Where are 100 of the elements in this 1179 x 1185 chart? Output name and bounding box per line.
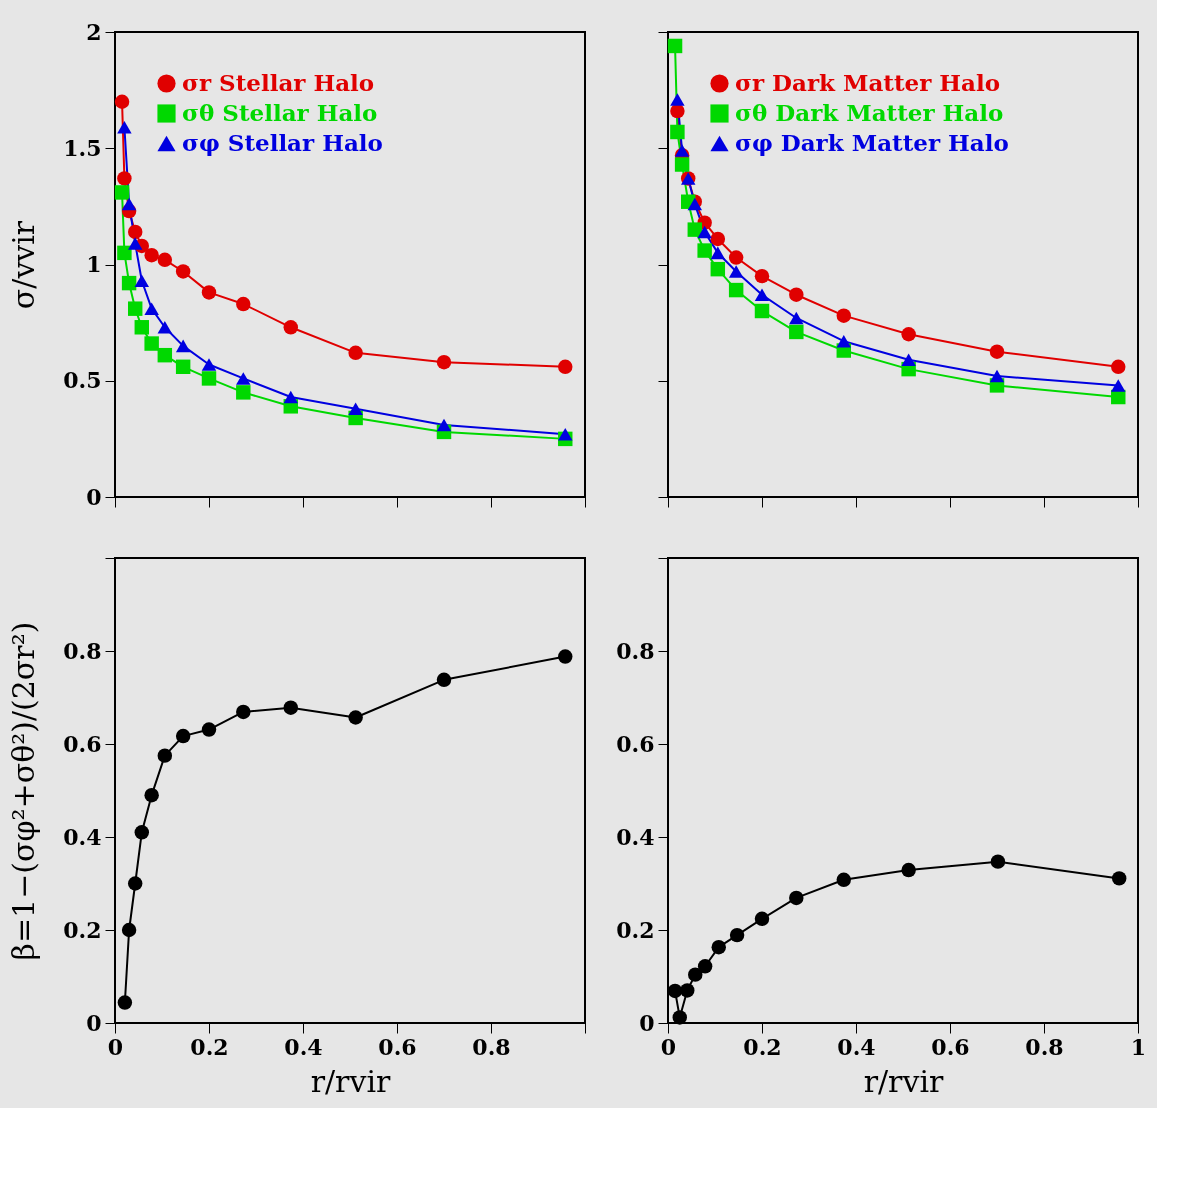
legend-label: σφ Stellar Halo — [182, 128, 383, 156]
point — [558, 649, 573, 664]
legend-label: σθ Dark Matter Halo — [735, 98, 1004, 126]
point — [157, 252, 173, 268]
point — [1111, 359, 1126, 375]
y-tick-label: 1.5 — [63, 134, 102, 161]
point — [201, 722, 217, 737]
point — [348, 402, 363, 415]
y-axis-title: β=1−(σφ²+σθ²)/(2σr²) — [5, 621, 41, 961]
point — [117, 995, 133, 1010]
y-tick-label: 0.6 — [63, 730, 102, 757]
point — [990, 854, 1006, 869]
y-tick-label: 0.6 — [616, 730, 655, 757]
point — [674, 157, 690, 172]
point — [672, 1010, 687, 1025]
point — [114, 185, 130, 200]
legend-label: σθ Stellar Halo — [182, 98, 378, 126]
point — [901, 353, 916, 367]
point — [117, 171, 132, 186]
point — [144, 336, 159, 351]
point — [901, 327, 916, 342]
point — [697, 225, 712, 239]
point — [201, 358, 217, 371]
x-axis-title: r/rvir — [863, 1063, 944, 1099]
point — [728, 265, 744, 278]
point — [144, 787, 159, 803]
point — [201, 371, 217, 386]
point — [728, 282, 744, 298]
point — [127, 301, 143, 316]
x-tick-label: 0.6 — [931, 1033, 970, 1060]
point — [789, 890, 804, 906]
y-tick-label: 0 — [86, 483, 102, 510]
x-axis-title: r/rvir — [310, 1063, 391, 1099]
point — [175, 264, 191, 279]
point — [117, 245, 132, 261]
point — [789, 311, 804, 325]
point — [236, 372, 251, 385]
point — [711, 939, 726, 955]
x-tick-label: 0.2 — [190, 1033, 229, 1060]
point — [687, 222, 703, 237]
point — [710, 261, 726, 277]
point — [754, 268, 770, 284]
point — [710, 246, 726, 260]
point — [836, 334, 852, 348]
point — [697, 243, 712, 258]
point — [436, 354, 452, 370]
point — [728, 250, 744, 265]
point — [121, 197, 137, 211]
point — [348, 710, 363, 725]
x-tick-label: 0.4 — [284, 1033, 323, 1060]
legend-label: σr Stellar Halo — [182, 68, 375, 96]
point — [710, 231, 726, 247]
point — [236, 704, 251, 720]
point — [674, 144, 690, 157]
point — [134, 825, 150, 840]
point — [127, 224, 143, 240]
point — [175, 728, 191, 744]
point — [236, 296, 251, 312]
legend-label: σφ Dark Matter Halo — [735, 128, 1009, 156]
point — [670, 124, 685, 140]
point — [144, 302, 159, 315]
point — [283, 320, 299, 335]
point — [134, 274, 150, 288]
point — [127, 237, 143, 250]
point — [789, 287, 804, 302]
point — [175, 359, 191, 375]
point — [558, 427, 573, 441]
point — [688, 967, 703, 982]
point — [117, 121, 132, 134]
point — [667, 38, 683, 54]
point — [436, 418, 452, 432]
point — [283, 390, 299, 404]
x-tick-label: 0.2 — [743, 1033, 782, 1060]
point — [989, 369, 1005, 383]
point — [236, 385, 251, 400]
point — [680, 983, 695, 998]
point — [114, 94, 130, 109]
point — [134, 320, 150, 335]
point — [144, 247, 159, 263]
point — [754, 288, 770, 301]
point — [1111, 871, 1127, 886]
point — [697, 959, 713, 974]
legend-label: σr Dark Matter Halo — [735, 68, 1001, 96]
y-axis-title: σ/vvir — [5, 220, 41, 310]
point — [989, 344, 1005, 359]
point — [836, 308, 852, 323]
y-tick-label: 0.4 — [616, 823, 655, 850]
point — [157, 748, 173, 763]
point — [667, 983, 683, 999]
point — [121, 275, 137, 291]
point — [127, 876, 143, 891]
point — [729, 927, 745, 943]
point — [754, 911, 770, 927]
point — [558, 359, 573, 375]
x-tick-label: 0 — [660, 1033, 677, 1060]
x-tick-label: 0.6 — [378, 1033, 417, 1060]
y-tick-label: 0.4 — [63, 823, 102, 850]
y-tick-label: 0 — [86, 1009, 102, 1036]
point — [175, 339, 191, 353]
y-tick-label: 0.2 — [616, 916, 655, 943]
